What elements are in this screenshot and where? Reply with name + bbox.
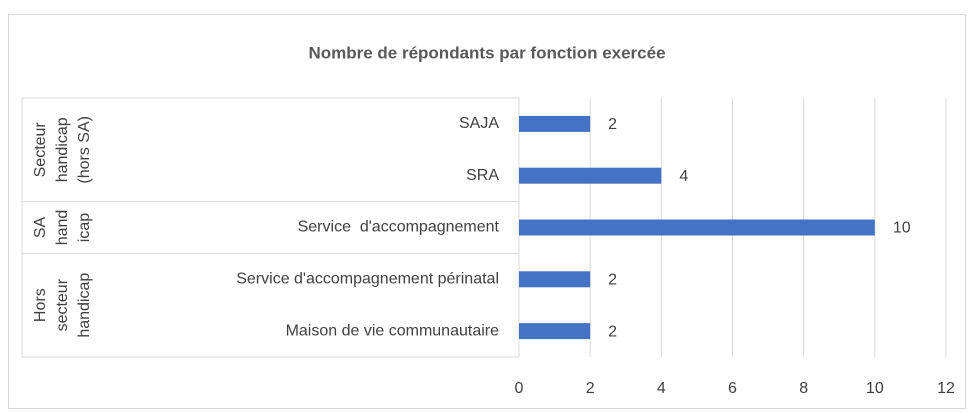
data-label: 2 <box>608 323 617 340</box>
x-tick-label: 2 <box>586 380 595 397</box>
group-label: (hors SA) <box>76 116 93 184</box>
x-tick-label: 12 <box>937 380 955 397</box>
chart-border <box>8 14 966 409</box>
y-tick-label: SAJA <box>459 115 499 132</box>
bar <box>519 115 591 132</box>
data-label: 10 <box>893 220 911 237</box>
group-label: handicap <box>54 117 71 182</box>
y-tick-label: Maison de vie communautaire <box>286 322 500 339</box>
y-tick-label: SRA <box>466 167 499 184</box>
data-label: 2 <box>608 116 617 133</box>
x-tick-label: 6 <box>728 380 737 397</box>
group-label: handicap <box>76 273 93 338</box>
bar <box>519 271 591 288</box>
data-label: 4 <box>679 168 688 185</box>
group-label: secteur <box>54 278 71 331</box>
group-label: Secteur <box>32 122 49 178</box>
bar <box>519 323 591 340</box>
bar <box>519 219 875 236</box>
chart-title: Nombre de répondants par fonction exercé… <box>308 43 665 62</box>
group-label: icap <box>76 213 93 242</box>
x-tick-label: 4 <box>657 380 666 397</box>
x-tick-label: 0 <box>515 380 524 397</box>
data-label: 2 <box>608 272 617 289</box>
x-tick-label: 10 <box>866 380 884 397</box>
y-tick-label: Service d'accompagnement périnatal <box>236 271 499 288</box>
group-label: SA <box>32 217 49 239</box>
x-tick-label: 8 <box>799 380 808 397</box>
group-label: hand <box>54 210 71 246</box>
bar <box>519 167 662 184</box>
group-label: Hors <box>32 288 49 322</box>
y-tick-label: Service d'accompagnement <box>298 219 500 236</box>
